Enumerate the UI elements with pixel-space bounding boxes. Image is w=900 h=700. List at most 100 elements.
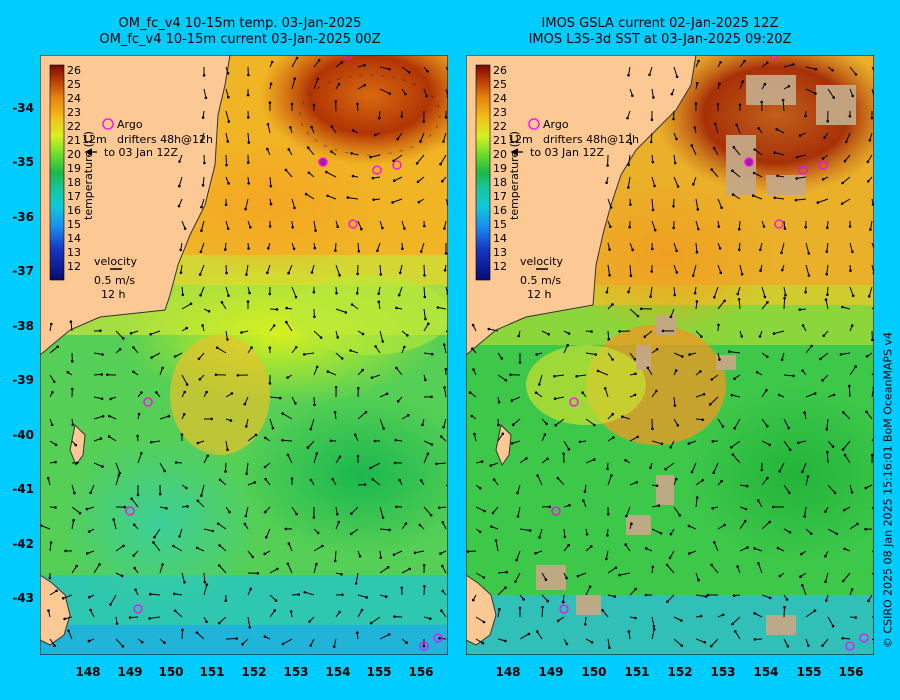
current-arrow xyxy=(625,506,631,517)
current-arrow-head xyxy=(575,375,578,378)
current-arrow xyxy=(357,594,367,598)
current-arrow-head xyxy=(201,116,205,119)
current-arrow xyxy=(71,565,78,574)
current-arrow-head xyxy=(49,541,53,544)
current-arrow-head xyxy=(545,422,548,426)
current-arrow-head xyxy=(395,366,398,370)
current-arrow-head xyxy=(868,139,872,142)
current-arrow xyxy=(826,264,829,275)
current-arrow xyxy=(179,528,183,537)
current-arrow xyxy=(216,347,227,354)
current-arrow-head xyxy=(518,606,522,610)
current-arrow-head xyxy=(204,96,208,100)
current-arrow-head xyxy=(538,536,541,539)
current-arrow-head xyxy=(243,522,247,526)
current-arrow xyxy=(269,568,278,574)
current-arrow-head xyxy=(718,358,721,361)
current-arrow xyxy=(401,568,410,574)
current-arrow xyxy=(805,242,810,254)
current-arrow-head xyxy=(723,299,726,303)
svg-text:17: 17 xyxy=(493,190,507,203)
land-island xyxy=(69,423,86,467)
current-arrow xyxy=(732,170,741,178)
current-arrow-head xyxy=(78,511,82,515)
current-arrow-head xyxy=(804,225,807,229)
current-arrow-head xyxy=(140,640,144,644)
current-arrow-head xyxy=(286,562,290,566)
current-arrow-head xyxy=(330,150,333,153)
current-arrow-head xyxy=(695,300,699,303)
current-arrow-head xyxy=(697,59,700,63)
legend-drifters: drifters 48h@12h xyxy=(117,133,213,146)
current-arrow-head xyxy=(337,82,341,86)
current-arrow xyxy=(783,286,786,296)
current-arrow-head xyxy=(528,529,532,532)
current-arrow-head xyxy=(431,352,434,356)
current-arrow xyxy=(291,78,296,90)
current-arrow-head xyxy=(651,427,654,431)
current-arrow-head xyxy=(263,510,267,514)
current-arrow xyxy=(519,633,530,640)
current-arrow-head xyxy=(247,116,250,119)
current-arrow-head xyxy=(337,520,341,524)
current-arrow-head xyxy=(295,56,299,60)
current-arrow-head xyxy=(553,397,557,401)
current-arrow xyxy=(93,564,100,574)
current-arrow-head xyxy=(99,437,103,440)
current-arrow xyxy=(181,572,185,583)
current-arrow xyxy=(717,300,725,310)
current-arrow-head xyxy=(648,73,651,77)
current-arrow-head xyxy=(583,623,587,626)
current-arrow xyxy=(291,57,298,68)
right-title-line1: IMOS GSLA current 02-Jan-2025 12Z xyxy=(541,16,779,31)
x-tick: 155 xyxy=(366,665,391,679)
current-arrow-head xyxy=(634,372,637,376)
current-arrow xyxy=(335,352,343,359)
land-tasmania xyxy=(465,574,497,646)
current-arrow-head xyxy=(743,519,747,523)
current-arrow-head xyxy=(841,579,845,583)
current-arrow-head xyxy=(137,412,141,416)
current-arrow-head xyxy=(140,391,143,394)
current-arrow xyxy=(536,631,543,640)
current-arrow-head xyxy=(487,327,491,331)
current-arrow-head xyxy=(690,470,694,474)
current-arrow-head xyxy=(443,386,446,389)
current-arrow-head xyxy=(227,120,231,123)
current-arrow-head xyxy=(398,478,401,482)
current-arrow-head xyxy=(866,160,870,164)
current-arrow-head xyxy=(567,332,571,335)
current-arrow-head xyxy=(365,596,369,599)
current-arrow-head xyxy=(199,250,203,254)
current-arrow-head xyxy=(788,448,792,452)
svg-text:18: 18 xyxy=(67,176,81,189)
current-arrow-head xyxy=(704,595,708,598)
current-arrow-head xyxy=(200,494,203,497)
current-arrow-head xyxy=(470,414,474,418)
current-arrow-head xyxy=(567,543,570,547)
current-arrow-head xyxy=(695,250,699,254)
current-arrow-head xyxy=(525,457,528,460)
current-arrow-head xyxy=(710,378,714,381)
current-arrow xyxy=(585,459,595,464)
current-arrow-head xyxy=(776,546,780,550)
current-arrow-head xyxy=(417,200,421,204)
current-arrow-head xyxy=(350,152,353,155)
svg-text:19: 19 xyxy=(493,162,507,175)
current-arrow-head xyxy=(357,249,361,253)
current-arrow-head xyxy=(310,125,313,129)
current-arrow-head xyxy=(306,146,310,149)
current-arrow xyxy=(423,506,432,516)
current-arrow-head xyxy=(737,227,741,231)
current-arrow-head xyxy=(441,521,445,524)
current-arrow-head xyxy=(825,272,828,276)
current-arrow xyxy=(515,572,521,582)
current-arrow xyxy=(673,154,676,164)
x-tick: 151 xyxy=(199,665,224,679)
current-arrow-head xyxy=(692,182,695,186)
current-arrow-head xyxy=(794,198,798,202)
current-arrow xyxy=(826,242,829,252)
current-arrow-head xyxy=(158,492,162,496)
svg-text:24: 24 xyxy=(493,92,507,105)
current-arrow-head xyxy=(588,585,592,588)
